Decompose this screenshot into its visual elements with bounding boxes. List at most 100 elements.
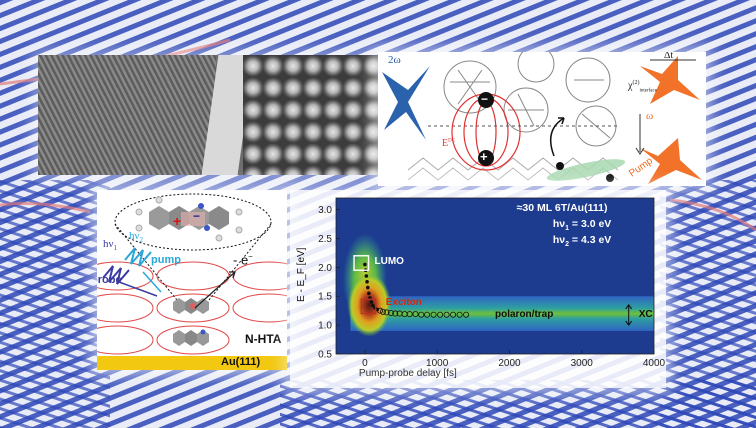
negative-charge-icon (478, 92, 494, 108)
trpes-heatmap-chart: 0 1000 2000 3000 4000 0.5 1.0 1.5 2.0 2.5 3.0 (318, 197, 666, 369)
trace-point (437, 311, 444, 318)
hv1-symbol: hν (103, 238, 114, 250)
gold-substrate (97, 356, 287, 370)
x-tick-label: 0 (362, 358, 368, 369)
trace-point (379, 308, 386, 315)
plus-sign: + (480, 149, 488, 164)
probe-beam-icon (102, 265, 130, 285)
y-tick-label: 1.0 (318, 321, 332, 332)
label-probe: probe (97, 274, 122, 286)
info-line-hv2: hν2 = 4.3 eV (553, 234, 612, 248)
y-tick-label: 2.0 (318, 263, 332, 274)
hv1-info-value: = 3.0 eV (568, 218, 612, 230)
e-symbol: E (442, 138, 449, 149)
label-delta-t: Δt (664, 52, 674, 61)
blue-pulse-shape (382, 66, 430, 140)
trace-point (463, 311, 470, 318)
hv2-info-symbol: hν (552, 234, 566, 246)
hv2-info-subscript: 2 (565, 241, 569, 249)
trace-point (377, 307, 384, 314)
lumo-box (353, 255, 370, 271)
trace-point (369, 300, 374, 304)
xc-arrowhead (625, 320, 633, 326)
x-tick-label: 1000 (426, 358, 449, 369)
label-electron: - e− (233, 252, 253, 267)
molecule-scheme-graphic: + − (97, 193, 287, 370)
hv1-info-symbol: hν (552, 218, 566, 230)
label-hv1: hν1 (103, 238, 117, 252)
transfer-arrow (549, 117, 565, 157)
label-substrate: Au(111) (221, 356, 261, 368)
label-chi: χ(2) interface (628, 80, 657, 93)
chi-subscript: interface (639, 88, 657, 94)
trace-point (443, 311, 450, 318)
trace-point (387, 309, 394, 316)
hv1-subscript: 1 (113, 244, 117, 253)
small-molecule-icon-1 (173, 298, 209, 314)
positive-charge-icon (478, 150, 494, 166)
trace-point (365, 279, 369, 284)
fullerene-icons (443, 52, 617, 147)
y-tick-label: 2.5 (318, 234, 332, 245)
hv2-subscript: 2 (139, 236, 143, 245)
trace-point (363, 262, 367, 267)
y-axis-label: E - E_F [eV] (296, 247, 307, 302)
y-tick-label: 1.5 (318, 292, 332, 303)
label-exciton: Exciton (385, 297, 422, 309)
trace-point (366, 285, 370, 290)
trace-point (371, 303, 375, 308)
trace-point (383, 309, 390, 316)
x-tick-label: 4000 (643, 358, 666, 369)
stm-molecular-lattice (243, 55, 382, 175)
chi-superscript: (2) (632, 80, 640, 86)
y-tick-label: 0.5 (318, 350, 332, 361)
chi-symbol: χ (628, 80, 633, 92)
x-tick-label: 3000 (571, 358, 594, 369)
trace-point (406, 311, 413, 318)
orange-pulse-shape (640, 56, 700, 104)
trace-point (450, 311, 457, 318)
label-pump: pump (151, 254, 181, 266)
label-material: N-HTA (245, 332, 282, 346)
label-lumo: LUMO (374, 255, 404, 267)
small-molecule-icon-2 (173, 329, 209, 346)
blue-minus-icon: − (193, 209, 200, 223)
y-tick-label: 3.0 (318, 205, 332, 216)
hv2-info-value: = 4.3 eV (568, 234, 612, 246)
exciton-ellipse (546, 159, 626, 181)
trpes-plot-panel: 0 1000 2000 3000 4000 0.5 1.0 1.5 2.0 2.5 3.0 ≈30 … (290, 190, 666, 388)
exciton-box (360, 298, 377, 315)
shg-diagram-graphic (382, 52, 702, 184)
shg-diagram-panel: 2ω Δt χ(2)interface ω Pump EDC − + (378, 52, 706, 186)
red-plus-icon: + (173, 213, 181, 229)
stm-image-panel (38, 55, 382, 175)
trace-point (364, 274, 369, 278)
label-omega: ω (646, 110, 654, 122)
label-hv2: hν2 (129, 230, 143, 244)
electron-symbol: - e (233, 252, 249, 268)
lattice-ellipses (97, 261, 287, 355)
trace-point (412, 311, 419, 318)
label-xc: XC (638, 308, 653, 320)
hv2-symbol: hν (129, 230, 140, 242)
molecule-scheme-panel: + − hν1 hν2 probe pump - e− N-HTA Au(111… (97, 190, 287, 370)
e-superscript: DC (448, 138, 456, 144)
trace-point (392, 310, 399, 317)
label-2omega: 2ω (388, 54, 401, 66)
stm-terrace-left (38, 55, 216, 175)
large-molecule-icon (135, 196, 243, 242)
trace-point (418, 311, 425, 318)
x-axis-label: Pump-probe delay [fs] (358, 368, 457, 379)
minus-sign: − (481, 92, 489, 106)
pump-beam-icon (124, 247, 152, 267)
hv1-info-subscript: 1 (565, 225, 569, 233)
trace-point (456, 311, 463, 318)
xc-arrowhead (625, 304, 633, 310)
label-e-dc: EDC (442, 138, 455, 149)
info-line-sample: ≈30 ML 6T/Au(111) (516, 202, 608, 214)
info-line-hv1: hν1 = 3.0 eV (553, 218, 612, 232)
electron-superscript: − (248, 252, 253, 261)
trace-point (430, 311, 437, 318)
trace-point (424, 311, 431, 318)
label-polaron-trap: polaron/trap (495, 308, 554, 320)
